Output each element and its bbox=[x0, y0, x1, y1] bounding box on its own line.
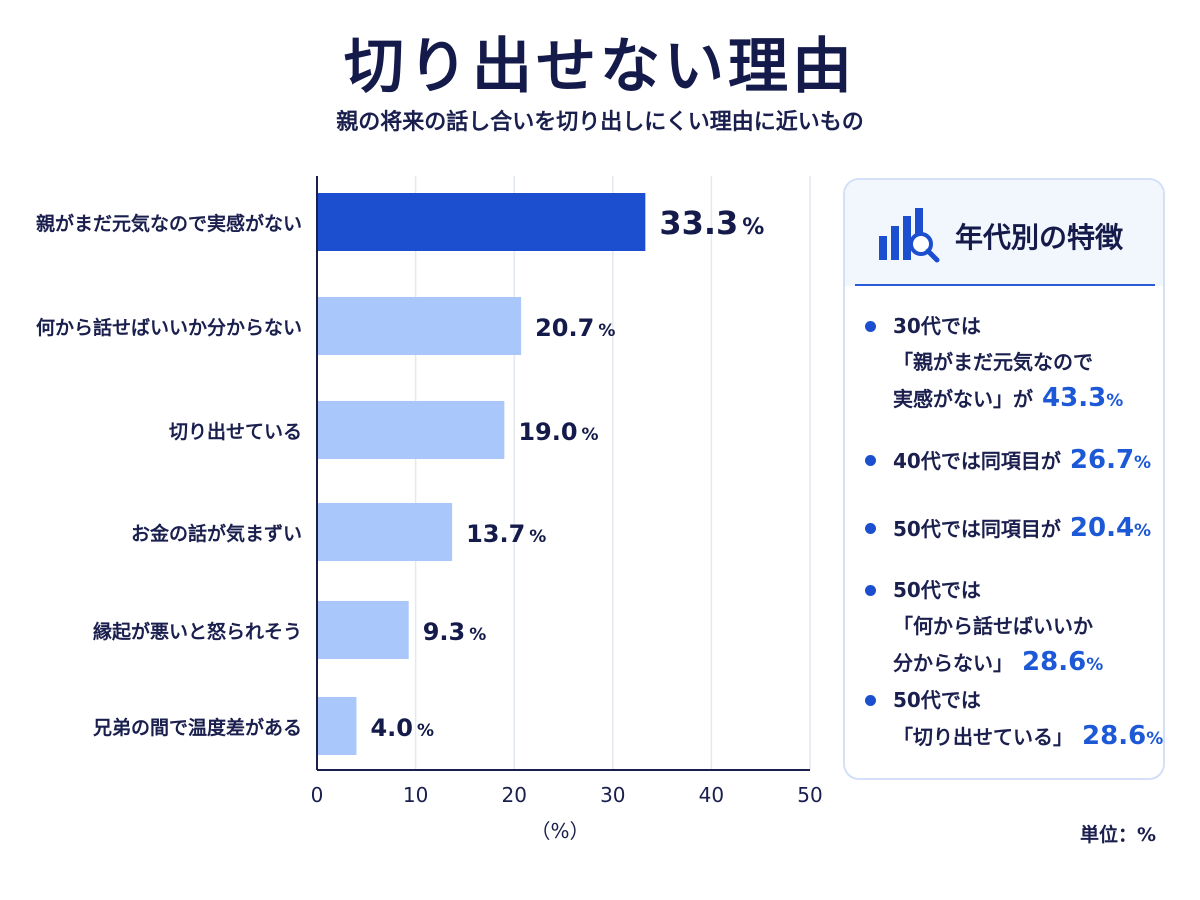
panel-title: 年代別の特徴 bbox=[955, 221, 1124, 254]
age-feature-panel: 年代別の特徴 30代では 「親がまだ元気なので 実感がない」が 43.3% 40代では… bbox=[843, 178, 1165, 780]
panel-item-line: 50代では同項目が 20.4% bbox=[893, 510, 1155, 549]
bullet-dot-icon bbox=[865, 455, 876, 466]
panel-item-line: 「親がまだ元気なので bbox=[893, 344, 1155, 380]
panel-item-percent-sign: % bbox=[1134, 453, 1152, 473]
panel-item-line-text: 30代では bbox=[893, 314, 981, 338]
bar-1 bbox=[317, 297, 522, 355]
panel-item-text: 50代では同項目が 20.4% bbox=[893, 510, 1155, 549]
value-label-4: 9.3% bbox=[423, 618, 487, 646]
panel-item-line: 40代では同項目が 26.7% bbox=[893, 442, 1155, 481]
panel-item-line: 50代では bbox=[893, 572, 1155, 608]
panel-item-percent-sign: % bbox=[1146, 729, 1164, 749]
bullet-dot-icon bbox=[865, 585, 876, 596]
panel-item-line-text: 「切り出せている」 bbox=[893, 725, 1073, 749]
x-tick-label-10: 10 bbox=[403, 783, 428, 807]
panel-item: 50代では「切り出せている」 28.6% bbox=[865, 682, 1163, 757]
panel-item-line: 分からない」 28.6% bbox=[893, 644, 1155, 683]
panel-item-line: 「切り出せている」 28.6% bbox=[893, 718, 1163, 757]
bar-0 bbox=[317, 193, 646, 251]
panel-item-text: 50代では 「何から話せばいいか 分からない」 28.6% bbox=[893, 572, 1155, 683]
bar-2 bbox=[317, 401, 505, 459]
panel-item-line-text: 「親がまだ元気なので bbox=[893, 350, 1093, 374]
panel-item-line-text: 分からない」 bbox=[893, 651, 1013, 675]
value-label-3: 13.7% bbox=[466, 520, 546, 548]
panel-item-value: 28.6 bbox=[1013, 647, 1087, 677]
bar-5 bbox=[317, 697, 357, 755]
panel-item: 50代では 「何から話せばいいか 分からない」 28.6% bbox=[865, 572, 1155, 683]
x-tick-label-30: 30 bbox=[600, 783, 625, 807]
panel-item-text: 30代では 「親がまだ元気なので 実感がない」が 43.3% bbox=[893, 308, 1155, 419]
x-tick-label-0: 0 bbox=[311, 783, 324, 807]
category-label-3: お金の話が気まずい bbox=[131, 522, 302, 545]
bar-chart-search-icon bbox=[877, 208, 943, 268]
panel-item-percent-sign: % bbox=[1134, 521, 1152, 541]
panel-item-line: 実感がない」が 43.3% bbox=[893, 380, 1155, 419]
panel-item-line-text: 50代では同項目が bbox=[893, 517, 1061, 541]
panel-item-percent-sign: % bbox=[1106, 391, 1124, 411]
bullet-dot-icon bbox=[865, 321, 876, 332]
panel-item-value: 20.4 bbox=[1060, 513, 1135, 543]
bar-4 bbox=[317, 601, 409, 659]
panel-item-line: 30代では bbox=[893, 308, 1155, 344]
page-subtitle: 親の将来の話し合いを切り出しにくい理由に近いもの bbox=[336, 110, 864, 135]
panel-item-line-text: 50代では bbox=[893, 688, 981, 712]
x-axis-label: （%） bbox=[530, 819, 589, 843]
panel-divider bbox=[855, 284, 1155, 286]
panel-item-line-text: 「何から話せばいいか bbox=[893, 614, 1093, 638]
panel-item-line-text: 40代では同項目が bbox=[893, 449, 1061, 473]
x-tick-label-40: 40 bbox=[699, 783, 724, 807]
bullet-dot-icon bbox=[865, 695, 876, 706]
bar-chart: 親がまだ元気なので実感がない 33.3 % 何から話せばいいか分からない 20.7 % 切り… bbox=[36, 176, 823, 843]
category-label-4: 縁起が悪いと怒られそう bbox=[93, 620, 302, 643]
panel-item-value: 43.3 bbox=[1033, 383, 1107, 413]
panel-item: 40代では同項目が 26.7% bbox=[865, 442, 1155, 481]
x-tick-label-20: 20 bbox=[501, 783, 526, 807]
value-label-0: 33.3% bbox=[659, 204, 764, 242]
panel-item-line-text: 実感がない」が bbox=[893, 387, 1033, 411]
panel-item-value: 28.6 bbox=[1073, 721, 1147, 751]
category-label-5: 兄弟の間で温度差がある bbox=[92, 716, 302, 739]
unit-note: 単位：% bbox=[1080, 824, 1157, 846]
bullet-dot-icon bbox=[865, 523, 876, 534]
panel-header: 年代別の特徴 bbox=[845, 180, 1163, 286]
panel-item-line: 50代では bbox=[893, 682, 1155, 718]
x-tick-label-50: 50 bbox=[797, 783, 822, 807]
category-label-2: 切り出せている bbox=[169, 420, 302, 443]
panel-item-value: 26.7 bbox=[1060, 445, 1135, 475]
panel-item-line-text: 50代では bbox=[893, 578, 981, 602]
bar-3 bbox=[317, 503, 453, 561]
category-label-1: 何から話せばいいか分からない bbox=[36, 316, 302, 339]
panel-item: 30代では 「親がまだ元気なので 実感がない」が 43.3% bbox=[865, 308, 1155, 419]
page-title: 切り出せない理由 bbox=[344, 32, 856, 102]
panel-item-text: 40代では同項目が 26.7% bbox=[893, 442, 1155, 481]
category-label-0: 親がまだ元気なので実感がない bbox=[36, 212, 302, 235]
panel-item-text: 50代では「切り出せている」 28.6% bbox=[893, 682, 1163, 757]
panel-item-line: 「何から話せばいいか bbox=[893, 608, 1155, 644]
value-label-5: 4.0% bbox=[370, 714, 434, 742]
panel-item-percent-sign: % bbox=[1086, 655, 1104, 675]
value-label-1: 20.7% bbox=[535, 314, 615, 342]
panel-item: 50代では同項目が 20.4% bbox=[865, 510, 1155, 549]
value-label-2: 19.0% bbox=[518, 418, 598, 446]
